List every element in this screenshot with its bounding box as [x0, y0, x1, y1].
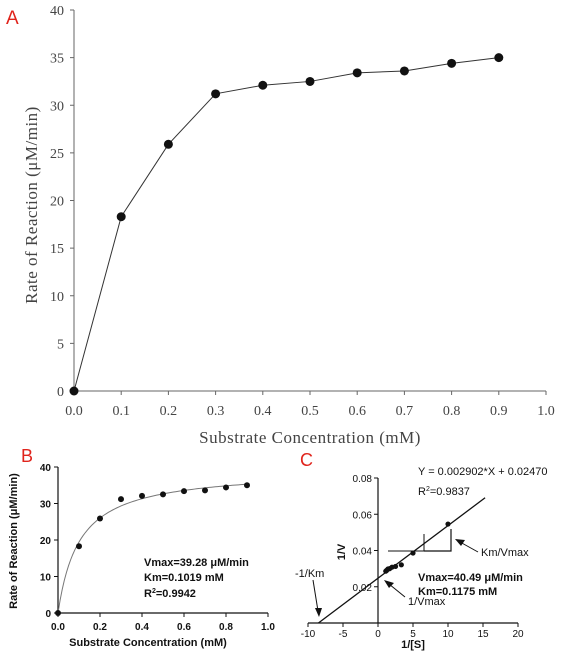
panel-b-x-tick-label: 0.2 [93, 622, 107, 633]
panel-c-x-tick-label: 15 [477, 629, 489, 640]
panel-a-data-point [117, 212, 126, 221]
panel-b-vmax-annotation: Vmax=39.28 μM/min [144, 557, 249, 569]
panel-b-y-tick-label: 0 [45, 609, 51, 620]
panel-b-y-tick-label: 30 [40, 500, 52, 511]
panel-a-x-tick-label: 0.5 [301, 404, 319, 419]
panel-a: A 0.0 0.1 0.2 0.3 0.4 0.5 0.6 0.7 0.8 0.9 1.0 0 5 10… [6, 4, 555, 447]
panel-c: C -10 -5 0 5 10 15 20 0.020.040.060.08 Y = 0.0… [295, 450, 547, 651]
panel-a-x-tick-label: 1.0 [537, 404, 555, 419]
panel-c-x-axis-label: 1/[S] [401, 639, 425, 651]
panel-a-y-tick-label: 25 [50, 147, 64, 162]
panel-b-data-point [97, 515, 103, 521]
panel-a-data-point [258, 81, 267, 90]
panel-b-x-tick-label: 0.8 [219, 622, 233, 633]
panel-c-km-annotation: Km=0.1175 mM [418, 586, 497, 598]
panel-c-vmax-annotation: Vmax=40.49 μM/min [418, 572, 523, 584]
panel-c-1-vmax-arrow [384, 580, 405, 597]
panel-b-x-axis-label: Substrate Concentration (mM) [69, 637, 227, 649]
panel-b-x-tick-label: 0.4 [135, 622, 149, 633]
panel-a-data-point [447, 59, 456, 68]
panel-c-y-axis-label: 1/V [336, 543, 348, 560]
panel-a-x-tick-label: 0.0 [65, 404, 83, 419]
panel-a-data-point [353, 68, 362, 77]
panel-c-r2: R2=0.9837 [418, 486, 470, 498]
panel-a-data-point [400, 66, 409, 75]
panel-b-km-annotation: Km=0.1019 mM [144, 572, 224, 584]
panel-b-x-tick-label: 1.0 [261, 622, 275, 633]
panel-c-neg-km-arrow [313, 580, 322, 617]
panel-b-y-axis-label: Rate of Reaction (μM/min) [8, 473, 20, 609]
panel-b-y-tick-label: 20 [40, 536, 52, 547]
panel-c-x-tick-label: 10 [442, 629, 454, 640]
panel-c-x-tick-label: 20 [512, 629, 524, 640]
panel-b-data-point [55, 610, 61, 616]
panel-b-data-point [244, 482, 250, 488]
panel-b-y-tick-label: 40 [40, 463, 52, 474]
panel-a-x-tick-label: 0.1 [112, 404, 130, 419]
panel-a-x-axis-label: Substrate Concentration (mM) [199, 428, 421, 447]
panel-b-data-point [118, 496, 124, 502]
panel-b-data-point [181, 488, 187, 494]
panel-b: B 0.0 0.2 0.4 0.6 0.8 1.0 0 10 20 30 40 Substrate… [8, 446, 275, 649]
panel-b-data-point [223, 484, 229, 490]
panel-a-x-tick-label: 0.4 [254, 404, 272, 419]
panel-c-neg-km-label: -1/Km [295, 568, 324, 580]
panel-a-x-tick-label: 0.2 [160, 404, 178, 419]
panel-b-label: B [21, 446, 33, 466]
panel-c-x-tick-label: -10 [301, 629, 316, 640]
panel-a-data-point [70, 387, 79, 396]
panel-a-y-tick-label: 10 [50, 290, 64, 305]
panel-a-y-axis-label: Rate of Reaction (μM/min) [22, 106, 41, 304]
panel-b-x-tick-label: 0.0 [51, 622, 65, 633]
panel-a-x-tick-label: 0.3 [207, 404, 225, 419]
panel-b-y-tick-label: 10 [40, 573, 52, 584]
panel-c-km-vmax-label: Km/Vmax [481, 547, 529, 559]
panel-c-label: C [300, 450, 313, 470]
panel-b-data-point [202, 487, 208, 493]
panel-c-data-point [393, 564, 398, 569]
panel-c-y-tick-label: 0.06 [353, 510, 373, 521]
panel-b-data-point [139, 493, 145, 499]
panel-c-y-tick-label: 0.08 [353, 474, 373, 485]
panel-b-data-point [76, 543, 82, 549]
panel-c-data-point [445, 521, 450, 526]
panel-a-series-line [74, 58, 499, 391]
panel-b-x-tick-label: 0.6 [177, 622, 191, 633]
panel-a-y-tick-label: 35 [50, 52, 64, 67]
panel-a-x-tick-label: 0.7 [396, 404, 414, 419]
panel-a-y-tick-label: 20 [50, 195, 64, 210]
panel-a-data-point [164, 140, 173, 149]
panel-a-data-point [211, 89, 220, 98]
panel-c-x-tick-label: -5 [339, 629, 348, 640]
panel-c-data-point [399, 562, 404, 567]
panel-a-data-point [494, 53, 503, 62]
panel-c-km-vmax-arrow [455, 539, 478, 552]
panel-a-y-tick-label: 5 [57, 337, 64, 352]
panel-c-equation: Y = 0.002902*X + 0.02470 [418, 466, 547, 478]
panel-a-x-tick-label: 0.6 [348, 404, 366, 419]
panel-b-data-point [160, 491, 166, 497]
panel-a-x-tick-label: 0.9 [490, 404, 508, 419]
panel-a-label: A [6, 8, 19, 29]
panel-c-x-tick-label: 0 [375, 629, 381, 640]
panel-a-data-point [306, 77, 315, 86]
panel-a-y-tick-label: 40 [50, 4, 64, 19]
panel-b-r2-annotation: R2=0.9942 [144, 588, 196, 600]
panel-c-y-tick-label: 0.04 [353, 547, 373, 558]
panel-a-y-tick-label: 15 [50, 242, 64, 257]
panel-a-y-tick-label: 0 [57, 385, 64, 400]
panel-a-x-tick-label: 0.8 [443, 404, 461, 419]
panel-a-y-tick-label: 30 [50, 99, 64, 114]
